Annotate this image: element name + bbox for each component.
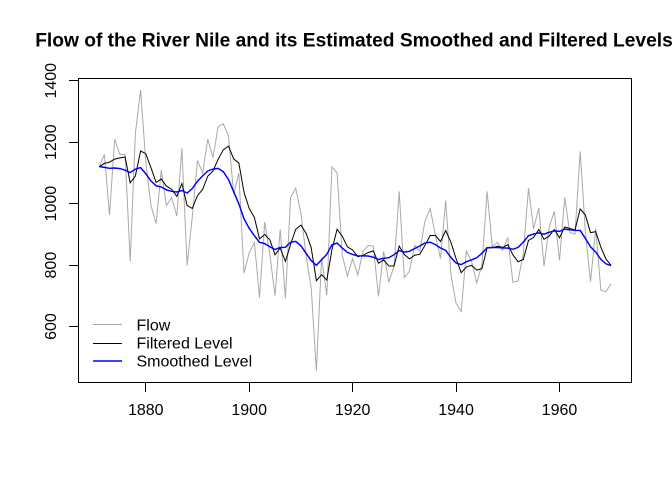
svg-text:1960: 1960 bbox=[542, 402, 578, 419]
svg-text:1200: 1200 bbox=[43, 124, 60, 160]
svg-text:Flow of the River Nile and its: Flow of the River Nile and its Estimated… bbox=[35, 31, 672, 52]
svg-text:1940: 1940 bbox=[438, 402, 474, 419]
svg-text:600: 600 bbox=[43, 313, 60, 340]
svg-text:1920: 1920 bbox=[335, 402, 371, 419]
svg-text:Flow: Flow bbox=[137, 317, 171, 334]
svg-text:1900: 1900 bbox=[231, 402, 267, 419]
svg-text:Filtered Level: Filtered Level bbox=[137, 336, 233, 353]
svg-text:800: 800 bbox=[43, 252, 60, 279]
svg-text:1880: 1880 bbox=[128, 402, 164, 419]
svg-text:Smoothed Level: Smoothed Level bbox=[137, 354, 253, 371]
svg-text:1400: 1400 bbox=[43, 63, 60, 99]
svg-text:1000: 1000 bbox=[43, 186, 60, 222]
